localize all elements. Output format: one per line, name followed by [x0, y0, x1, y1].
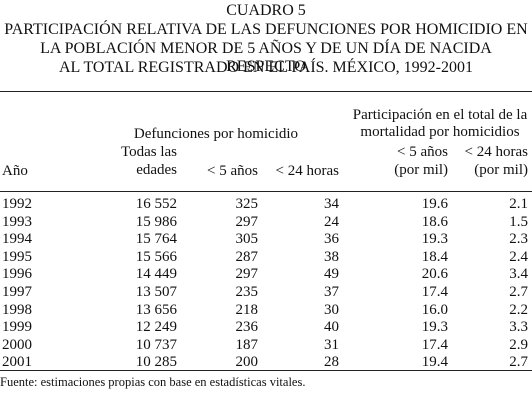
cell-menor5: 297	[235, 266, 259, 283]
cell-p5: 19.3	[421, 231, 448, 248]
cell-p24: 2.1	[509, 196, 528, 212]
cell-menor5: 236	[235, 319, 259, 336]
cell-todas: 13 656	[135, 301, 177, 318]
cell-todas: 13 507	[135, 284, 177, 300]
cell-year: 1997	[2, 284, 32, 300]
title-line: LA POBLACIÓN MENOR DE 5 AÑOS Y DE UN DÍA…	[40, 40, 492, 75]
cell-todas: 15 986	[135, 213, 177, 230]
cell-year: 1999	[2, 319, 32, 336]
group-header-participacion-line1: Participación en el total de la	[352, 107, 528, 123]
bottom-rule	[0, 370, 532, 371]
cell-p24: 2.2	[509, 301, 528, 318]
cell-p24: 2.3	[509, 231, 528, 248]
cell-year: 1992	[2, 196, 32, 212]
cell-24h: 40	[324, 319, 339, 336]
cell-menor5: 200	[235, 354, 259, 371]
cell-24h: 30	[324, 301, 339, 318]
cell-menor5: 287	[235, 248, 259, 265]
col-header-p24-line2: (por mil)	[474, 162, 528, 178]
cell-menor5: 187	[235, 336, 259, 353]
cell-p5: 17.4	[421, 336, 448, 353]
cell-p24: 3.3	[509, 319, 528, 336]
cell-year: 1993	[2, 213, 32, 230]
cell-year: 1996	[2, 266, 32, 283]
col-header-p5-line2: (por mil)	[394, 162, 448, 178]
cell-24h: 28	[324, 354, 339, 371]
cell-p5: 19.4	[421, 354, 448, 371]
col-header-todas-line2: edades	[136, 162, 177, 178]
cell-24h: 24	[324, 213, 339, 230]
col-header-todas-line1: Todas las	[120, 144, 177, 160]
cell-p5: 16.0	[421, 301, 448, 318]
cell-year: 1998	[2, 301, 32, 318]
cell-year: 1995	[2, 248, 32, 265]
title-line: PARTICIPACIÓN RELATIVA DE LAS DEFUNCIONE…	[4, 21, 528, 38]
cell-todas: 10 737	[135, 336, 177, 353]
cell-p24: 2.9	[509, 336, 528, 353]
cell-24h: 31	[324, 336, 339, 353]
cell-todas: 15 764	[135, 231, 177, 248]
cell-p5: 19.6	[421, 196, 448, 212]
col-header-menor5: < 5 años	[207, 163, 258, 179]
cell-p5: 18.4	[421, 248, 448, 265]
cell-p24: 2.7	[509, 284, 528, 300]
cell-todas: 14 449	[135, 266, 177, 283]
cell-todas: 15 566	[135, 248, 177, 265]
cell-todas: 10 285	[135, 354, 177, 371]
title-line: AL TOTAL REGISTRADO EN EL PAÍS. MÉXICO, …	[59, 59, 473, 76]
group-header-defunciones: Defunciones por homicidio	[133, 126, 299, 142]
col-header-p5-line1: < 5 años	[397, 144, 448, 160]
cell-menor5: 305	[235, 231, 259, 248]
cell-year: 1994	[2, 231, 32, 248]
cell-24h: 36	[324, 231, 339, 248]
top-rule	[0, 91, 532, 92]
cell-p24: 3.4	[509, 266, 528, 283]
cell-year: 2001	[2, 354, 32, 371]
cell-menor5: 297	[235, 213, 259, 230]
col-header-24h: < 24 horas	[275, 163, 339, 179]
cell-p24: 2.4	[509, 248, 528, 265]
cell-p24: 2.7	[509, 354, 528, 371]
cell-24h: 49	[324, 266, 339, 283]
table-number: CUADRO 5	[226, 2, 306, 19]
group-header-participacion-line2: mortalidad por homicidios	[360, 124, 520, 140]
header-rule	[0, 191, 532, 192]
cell-p5: 20.6	[421, 266, 448, 283]
cell-menor5: 325	[235, 196, 259, 212]
col-header-year: Año	[2, 163, 28, 179]
cell-p5: 19.3	[421, 319, 448, 336]
cell-year: 2000	[2, 336, 32, 353]
cell-menor5: 218	[235, 301, 259, 318]
cell-todas: 16 552	[135, 196, 177, 212]
cell-todas: 12 249	[135, 319, 177, 336]
cell-menor5: 235	[235, 284, 259, 300]
source-note: Fuente: estimaciones propias con base en…	[0, 375, 306, 389]
cell-24h: 37	[324, 284, 339, 300]
cell-p24: 1.5	[509, 213, 528, 230]
cell-24h: 34	[324, 196, 339, 212]
cell-p5: 17.4	[421, 284, 448, 300]
cell-24h: 38	[324, 248, 339, 265]
col-header-p24-line1: < 24 horas	[464, 144, 528, 160]
cell-p5: 18.6	[421, 213, 448, 230]
